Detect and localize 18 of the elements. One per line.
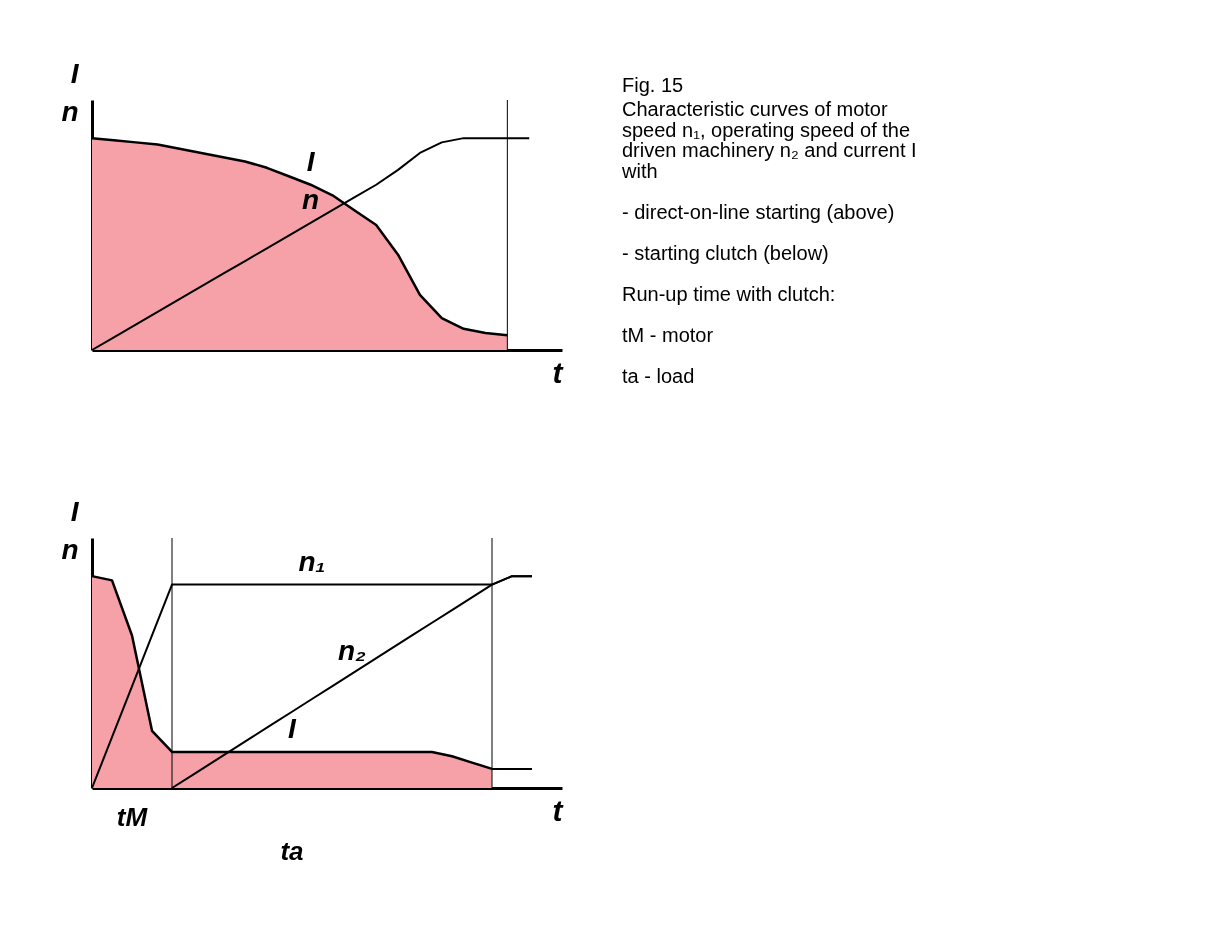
y-axis-title: I n: [61, 495, 80, 565]
series-label: I: [288, 712, 298, 744]
text: ta: [280, 836, 304, 866]
text: - direct-on-line starting (above): [622, 200, 895, 223]
y-axis-title: I n: [61, 57, 80, 127]
text: Characteristic curves of motor speed n₁, operating speed of the driven machinery n₂ and current I with: [621, 98, 917, 182]
series-label: n: [302, 183, 320, 215]
text: tM: [116, 802, 149, 832]
text: Run-up time with clutch:: [622, 283, 836, 305]
series-label: n₁: [298, 545, 326, 577]
text: Fig. 15: [622, 74, 684, 96]
series-label: n₂: [338, 634, 366, 666]
x-axis-title: t: [552, 793, 565, 827]
text: ta - load: [622, 365, 695, 388]
text: tM - motor: [622, 324, 714, 347]
text: - starting clutch (below): [622, 241, 829, 264]
series-label: I: [306, 145, 316, 177]
x-axis-title: t: [552, 355, 565, 389]
